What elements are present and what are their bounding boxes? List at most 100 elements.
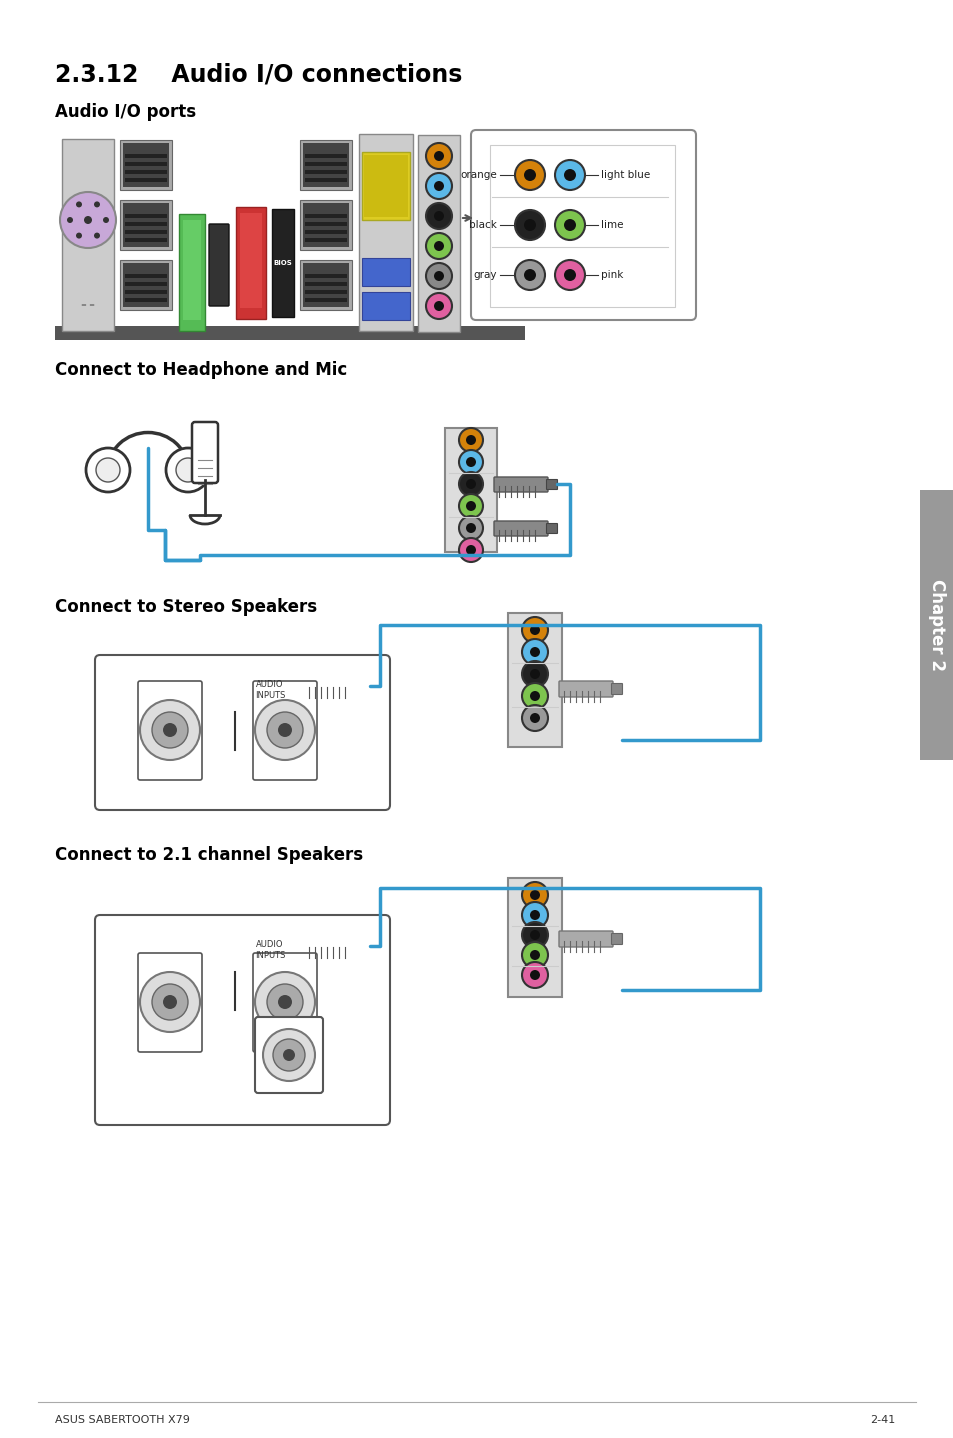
Circle shape [530, 692, 539, 700]
Circle shape [530, 971, 539, 981]
Circle shape [76, 201, 82, 207]
Circle shape [152, 712, 188, 748]
Circle shape [426, 173, 452, 198]
Circle shape [465, 500, 476, 510]
FancyBboxPatch shape [254, 1017, 323, 1093]
FancyBboxPatch shape [494, 477, 547, 492]
FancyBboxPatch shape [120, 200, 172, 250]
Circle shape [140, 972, 200, 1032]
Circle shape [434, 301, 443, 311]
Circle shape [263, 1030, 314, 1081]
Circle shape [230, 682, 240, 692]
Circle shape [515, 260, 544, 290]
Circle shape [426, 293, 452, 319]
Circle shape [267, 712, 303, 748]
Circle shape [426, 263, 452, 289]
FancyBboxPatch shape [305, 221, 347, 226]
FancyBboxPatch shape [305, 298, 347, 302]
Circle shape [521, 617, 547, 643]
Circle shape [465, 479, 476, 489]
Circle shape [530, 951, 539, 961]
Text: Connect to 2.1 channel Speakers: Connect to 2.1 channel Speakers [55, 846, 363, 864]
FancyBboxPatch shape [123, 142, 169, 187]
FancyBboxPatch shape [303, 263, 349, 306]
FancyBboxPatch shape [494, 521, 547, 536]
Circle shape [521, 942, 547, 968]
FancyBboxPatch shape [299, 139, 352, 190]
FancyBboxPatch shape [303, 142, 349, 187]
FancyBboxPatch shape [919, 490, 953, 761]
Circle shape [563, 170, 576, 181]
Text: orange: orange [459, 170, 497, 180]
FancyBboxPatch shape [611, 683, 622, 695]
Circle shape [555, 260, 584, 290]
FancyBboxPatch shape [364, 155, 408, 217]
Circle shape [465, 545, 476, 555]
FancyBboxPatch shape [95, 915, 390, 1125]
Circle shape [222, 673, 248, 699]
FancyBboxPatch shape [125, 239, 167, 242]
FancyBboxPatch shape [361, 257, 410, 286]
FancyBboxPatch shape [358, 134, 413, 331]
Circle shape [458, 450, 482, 475]
Circle shape [434, 181, 443, 191]
Circle shape [523, 219, 536, 232]
Circle shape [60, 193, 116, 247]
Circle shape [458, 472, 482, 496]
Circle shape [277, 995, 292, 1009]
Circle shape [465, 523, 476, 533]
Circle shape [434, 242, 443, 252]
Circle shape [222, 933, 248, 959]
Circle shape [523, 170, 536, 181]
Text: AUDIO
INPUTS: AUDIO INPUTS [254, 680, 285, 700]
Circle shape [521, 683, 547, 709]
FancyBboxPatch shape [359, 680, 370, 692]
Circle shape [521, 705, 547, 731]
FancyBboxPatch shape [507, 879, 561, 997]
FancyBboxPatch shape [299, 200, 352, 250]
Circle shape [563, 269, 576, 280]
FancyBboxPatch shape [546, 479, 557, 489]
Circle shape [458, 538, 482, 562]
Circle shape [563, 219, 576, 232]
FancyBboxPatch shape [305, 290, 347, 293]
Circle shape [103, 217, 109, 223]
Text: AUDIO
INPUTS: AUDIO INPUTS [254, 940, 285, 961]
FancyBboxPatch shape [305, 154, 347, 158]
Text: = =: = = [81, 302, 95, 308]
Circle shape [86, 449, 130, 492]
Circle shape [267, 984, 303, 1020]
FancyBboxPatch shape [417, 135, 459, 332]
FancyBboxPatch shape [611, 933, 622, 945]
Circle shape [283, 1048, 294, 1061]
FancyBboxPatch shape [359, 940, 370, 952]
Circle shape [465, 457, 476, 467]
FancyBboxPatch shape [240, 213, 262, 308]
FancyBboxPatch shape [125, 275, 167, 278]
FancyBboxPatch shape [138, 682, 202, 779]
FancyBboxPatch shape [507, 613, 561, 746]
Circle shape [555, 210, 584, 240]
Circle shape [163, 995, 177, 1009]
Text: ASUS SABERTOOTH X79: ASUS SABERTOOTH X79 [55, 1415, 190, 1425]
FancyBboxPatch shape [125, 154, 167, 158]
Circle shape [515, 210, 544, 240]
FancyBboxPatch shape [272, 209, 294, 316]
Circle shape [96, 457, 120, 482]
Circle shape [515, 160, 544, 190]
Circle shape [530, 930, 539, 940]
Circle shape [152, 984, 188, 1020]
Circle shape [530, 910, 539, 920]
Circle shape [230, 940, 240, 951]
Circle shape [530, 669, 539, 679]
FancyBboxPatch shape [120, 260, 172, 311]
FancyBboxPatch shape [183, 220, 201, 321]
FancyBboxPatch shape [490, 145, 675, 306]
Text: Connect to Stereo Speakers: Connect to Stereo Speakers [55, 598, 316, 615]
Circle shape [458, 516, 482, 541]
Circle shape [426, 233, 452, 259]
Text: Connect to Headphone and Mic: Connect to Headphone and Mic [55, 361, 347, 380]
Circle shape [530, 647, 539, 657]
Circle shape [76, 233, 82, 239]
FancyBboxPatch shape [305, 214, 347, 219]
